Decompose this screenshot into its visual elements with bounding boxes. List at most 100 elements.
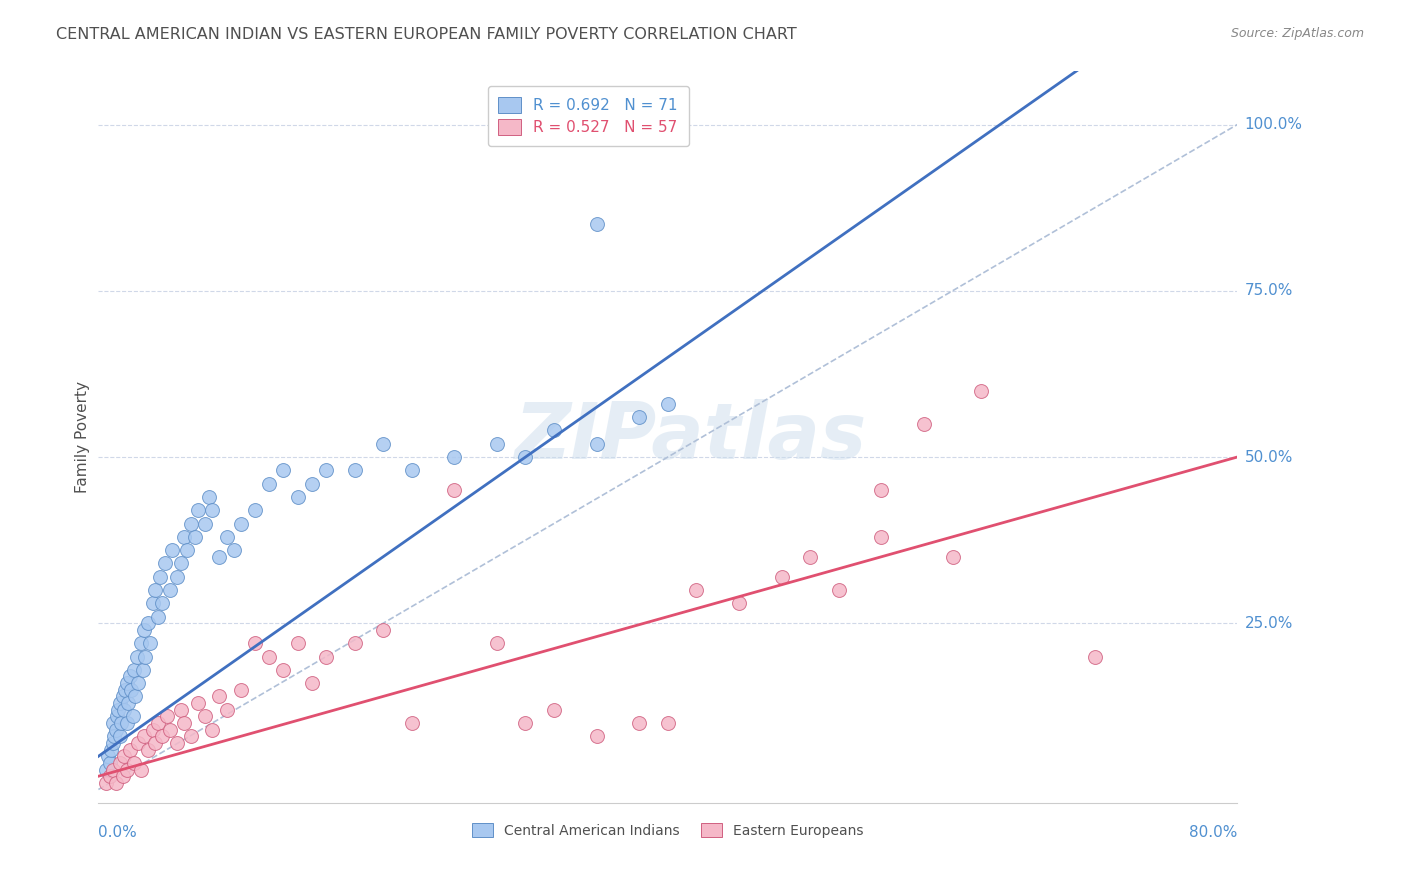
Point <box>1084 649 1107 664</box>
Point <box>543 424 565 438</box>
Text: 80.0%: 80.0% <box>1189 825 1237 839</box>
Point <box>98 769 121 783</box>
Point <box>131 663 153 677</box>
Point <box>198 490 221 504</box>
Point <box>127 736 149 750</box>
Point <box>134 649 156 664</box>
Point <box>159 582 181 597</box>
Point <box>105 709 128 723</box>
Point <box>112 703 135 717</box>
Point <box>110 716 132 731</box>
Point <box>108 756 131 770</box>
Point <box>111 690 134 704</box>
Point <box>166 736 188 750</box>
Point <box>315 463 337 477</box>
Point <box>132 623 155 637</box>
Point <box>870 530 893 544</box>
Point <box>108 729 131 743</box>
Point <box>343 463 366 477</box>
Point <box>173 530 195 544</box>
Point <box>111 769 134 783</box>
Point <box>870 483 893 498</box>
Point <box>201 723 224 737</box>
Point <box>170 703 193 717</box>
Point <box>443 483 465 498</box>
Point <box>136 742 159 756</box>
Point <box>799 549 821 564</box>
Point <box>486 636 509 650</box>
Point <box>118 742 141 756</box>
Point <box>129 763 152 777</box>
Point <box>97 749 120 764</box>
Point <box>159 723 181 737</box>
Point <box>243 503 266 517</box>
Point <box>166 570 188 584</box>
Point <box>184 530 207 544</box>
Point <box>585 217 607 231</box>
Point <box>114 682 136 697</box>
Point <box>170 557 193 571</box>
Point <box>301 476 323 491</box>
Point <box>122 756 145 770</box>
Point <box>194 516 217 531</box>
Point <box>155 557 177 571</box>
Point <box>543 703 565 717</box>
Point <box>259 476 281 491</box>
Point <box>585 729 607 743</box>
Point <box>136 616 159 631</box>
Point <box>120 682 142 697</box>
Point <box>301 676 323 690</box>
Point <box>180 516 202 531</box>
Point <box>770 570 793 584</box>
Text: Source: ZipAtlas.com: Source: ZipAtlas.com <box>1230 27 1364 40</box>
Point <box>215 703 238 717</box>
Point <box>828 582 851 597</box>
Point <box>122 663 145 677</box>
Point <box>132 729 155 743</box>
Text: 25.0%: 25.0% <box>1244 615 1292 631</box>
Point <box>515 450 537 464</box>
Point <box>148 609 170 624</box>
Text: 75.0%: 75.0% <box>1244 284 1292 298</box>
Point <box>187 696 209 710</box>
Point <box>103 729 125 743</box>
Point <box>208 690 231 704</box>
Point <box>176 543 198 558</box>
Point <box>101 763 124 777</box>
Point <box>104 776 127 790</box>
Point <box>287 636 309 650</box>
Point <box>970 384 993 398</box>
Point <box>115 763 138 777</box>
Point <box>94 776 117 790</box>
Y-axis label: Family Poverty: Family Poverty <box>75 381 90 493</box>
Point <box>118 669 141 683</box>
Point <box>162 543 184 558</box>
Point <box>100 742 122 756</box>
Point <box>259 649 281 664</box>
Point <box>104 723 127 737</box>
Point <box>115 716 138 731</box>
Point <box>152 729 174 743</box>
Point <box>287 490 309 504</box>
Text: 100.0%: 100.0% <box>1244 117 1302 132</box>
Point <box>728 596 751 610</box>
Point <box>194 709 217 723</box>
Point <box>912 417 935 431</box>
Point <box>222 543 245 558</box>
Point <box>152 596 174 610</box>
Point <box>149 570 172 584</box>
Point <box>401 716 423 731</box>
Point <box>127 676 149 690</box>
Point <box>148 716 170 731</box>
Point <box>129 636 152 650</box>
Text: 50.0%: 50.0% <box>1244 450 1292 465</box>
Text: ZIPatlas: ZIPatlas <box>515 399 866 475</box>
Point <box>486 436 509 450</box>
Point <box>145 736 167 750</box>
Point <box>373 623 395 637</box>
Point <box>173 716 195 731</box>
Text: 0.0%: 0.0% <box>98 825 138 839</box>
Point <box>141 596 163 610</box>
Point <box>187 503 209 517</box>
Point <box>115 676 138 690</box>
